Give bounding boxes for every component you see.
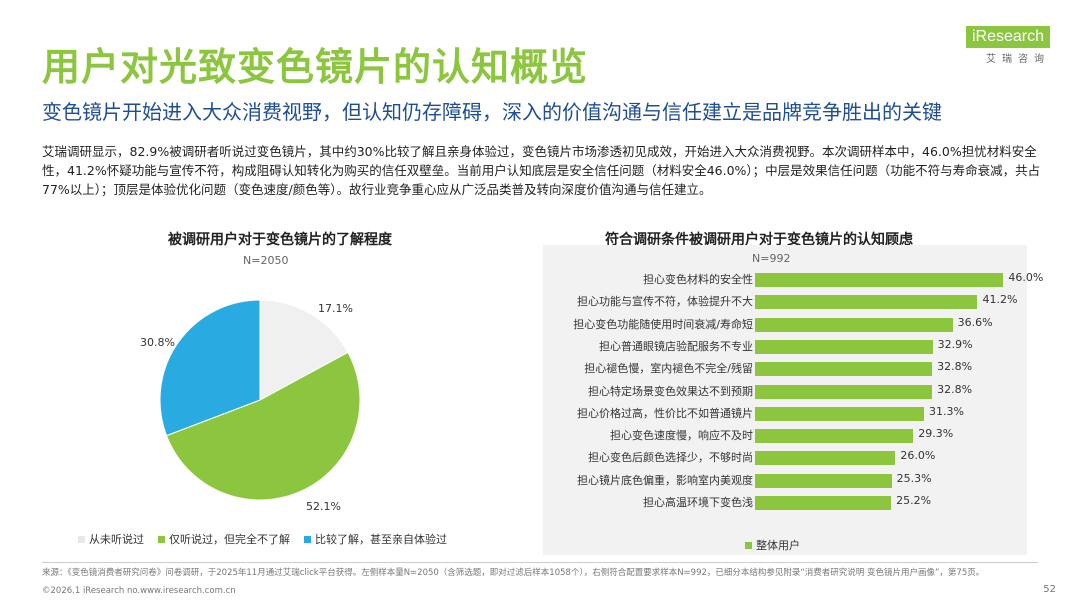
legend-label: 仅听说过，但完全不了解	[169, 533, 290, 546]
bar-value-label: 25.2%	[896, 494, 932, 507]
legend-item-experienced: 比较了解，甚至亲自体验过	[304, 531, 447, 547]
bar-value-label: 25.3%	[896, 471, 932, 485]
bar	[755, 496, 892, 510]
bar-value-label: 32.8%	[937, 360, 973, 374]
bar-row: 担心高温环境下变色浅 25.2%	[543, 491, 1027, 513]
bar	[755, 406, 925, 421]
pie-label-heard-only: 52.1%	[306, 500, 341, 513]
bar-value-label: 46.0%	[1008, 271, 1044, 284]
pie-chart	[159, 299, 361, 501]
logo-sub-text: 艾瑞咨询	[986, 54, 1050, 65]
summary-paragraph: 艾瑞调研显示，82.9%被调研者听说过变色镜片，其中约30%比较了解且亲身体验过…	[42, 144, 1041, 197]
bar-row: 担心变色后颜色选择少，不够时尚 26.0%	[543, 446, 1027, 468]
page-number: 52	[1043, 584, 1056, 595]
bar	[755, 473, 892, 488]
bar-value-label: 32.8%	[937, 382, 973, 396]
bar-value-label: 26.0%	[900, 449, 936, 463]
pie-legend: 从未听说过 仅听说过，但完全不了解 比较了解，甚至亲自体验过	[78, 531, 447, 547]
bar-category-label: 担心镜片底色偏重，影响室内美观度	[577, 473, 753, 487]
bar-chart-n: N=992	[752, 252, 791, 265]
bar-row: 担心功能与宣传不符，体验提升不大 41.2%	[543, 290, 1027, 312]
pie-chart-n: N=2050	[243, 254, 289, 267]
page-subtitle: 变色镜片开始进入大众消费视野，但认知仍存障碍，深入的价值沟通与信任建立是品牌竞争…	[42, 100, 942, 124]
bar-row: 担心变色材料的安全性 46.0%	[543, 268, 1043, 290]
bar-category-label: 担心褪色慢，室内褪色不完全/残留	[584, 362, 753, 376]
page-title: 用户对光致变色镜片的认知概览	[42, 45, 589, 89]
bar	[755, 384, 933, 399]
bar-category-label: 担心变色材料的安全性	[643, 273, 753, 286]
logo-main-text: iResearch	[965, 26, 1050, 48]
bar-legend: 整体用户	[745, 537, 800, 553]
bar	[755, 451, 896, 466]
pie-label-experienced: 30.8%	[140, 336, 175, 349]
legend-swatch-green	[158, 535, 165, 543]
bar-category-label: 担心特定场景变色效果达不到预期	[588, 384, 753, 398]
iresearch-logo: iResearch 艾瑞咨询	[965, 26, 1050, 65]
legend-item-never-heard: 从未听说过	[78, 531, 144, 547]
pie-slice-heard-only	[165, 351, 361, 501]
bar-row: 担心变色功能随使用时间衰减/寿命短 36.6%	[543, 313, 1027, 335]
bar-row: 担心价格过高，性价比不如普通镜片 31.3%	[543, 402, 1027, 424]
legend-item-heard-only: 仅听说过，但完全不了解	[158, 531, 290, 547]
copyright: ©2026.1 iResearch no.www.iresearch.com.c…	[42, 586, 236, 596]
pie-chart-title: 被调研用户对于变色镜片的了解程度	[168, 232, 392, 248]
bar-category-label: 担心变色后颜色选择少，不够时尚	[588, 451, 753, 465]
legend-label: 比较了解，甚至亲自体验过	[315, 533, 447, 546]
bar-chart: 担心变色材料的安全性 46.0% 担心功能与宣传不符，体验提升不大 41.2% 担心变色…	[543, 268, 1043, 528]
bar	[755, 362, 933, 377]
legend-label: 整体用户	[756, 539, 800, 552]
bar-value-label: 36.6%	[957, 315, 993, 329]
pie-label-never-heard: 17.1%	[318, 302, 353, 315]
bar-row: 担心镜片底色偏重，影响室内美观度 25.3%	[543, 469, 1027, 491]
bar-row: 担心变色速度慢，响应不及时 29.3%	[543, 424, 1027, 446]
pie-slice-never-heard	[259, 299, 349, 401]
legend-label: 从未听说过	[89, 533, 144, 546]
bar-category-label: 担心普通眼镜店验配服务不专业	[599, 339, 753, 353]
bar	[755, 339, 933, 354]
bar-row: 担心特定场景变色效果达不到预期 32.8%	[543, 380, 1027, 402]
bar-category-label: 担心功能与宣传不符，体验提升不大	[577, 295, 753, 309]
source-note: 来源：《变色镜消费者研究问卷》问卷调研，于2025年11月通过艾瑞click平台…	[42, 568, 985, 578]
bar-chart-title: 符合调研条件被调研用户对于变色镜片的认知顾虑	[605, 232, 913, 248]
legend-swatch-gray	[78, 535, 85, 543]
bar	[755, 273, 1004, 287]
bar-category-label: 担心高温环境下变色浅	[643, 496, 753, 509]
bar-row: 担心褪色慢，室内褪色不完全/残留 32.8%	[543, 357, 1027, 379]
bar-category-label: 担心价格过高，性价比不如普通镜片	[577, 406, 753, 420]
legend-swatch-blue	[304, 535, 311, 543]
bar	[755, 429, 914, 444]
bar-value-label: 41.2%	[982, 293, 1018, 307]
bar-value-label: 32.9%	[937, 337, 973, 351]
bar-category-label: 担心变色速度慢，响应不及时	[610, 429, 753, 443]
bar-value-label: 31.3%	[929, 404, 964, 418]
bar	[755, 317, 953, 332]
bar-category-label: 担心变色功能随使用时间衰减/寿命短	[573, 317, 753, 331]
footer-divider	[42, 562, 1038, 563]
bar	[755, 295, 978, 310]
bar-row: 担心普通眼镜店验配服务不专业 32.9%	[543, 335, 1027, 357]
bar-value-label: 29.3%	[918, 427, 954, 441]
pie-slice-experienced	[159, 299, 261, 437]
legend-swatch-green	[745, 541, 752, 549]
